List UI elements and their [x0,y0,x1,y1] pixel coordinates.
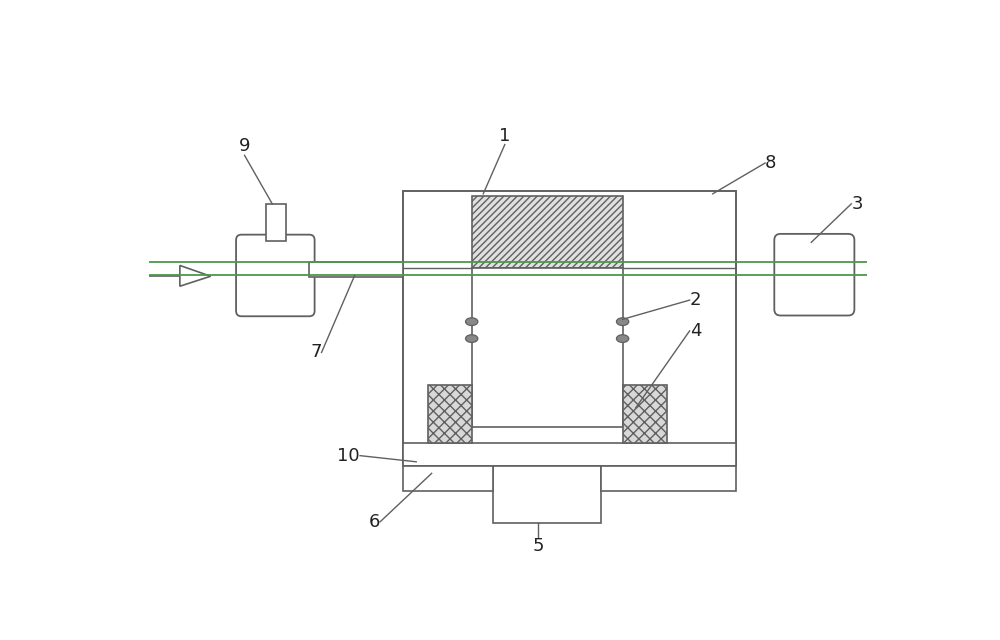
Text: 2: 2 [690,291,701,309]
Text: 5: 5 [532,537,544,556]
Text: 10: 10 [337,447,360,465]
Bar [266,204,286,241]
FancyBboxPatch shape [236,235,315,316]
Bar [493,466,601,524]
Polygon shape [180,266,211,286]
Text: 3: 3 [851,195,863,213]
Bar [601,466,736,491]
Ellipse shape [466,318,478,326]
Bar [403,442,736,466]
Bar [623,385,666,442]
Bar [428,385,472,442]
Text: 9: 9 [239,138,250,156]
Text: 7: 7 [310,344,322,362]
Text: 6: 6 [369,513,380,531]
Bar [309,262,403,277]
Ellipse shape [616,335,629,342]
Bar [403,191,736,464]
Bar [403,466,493,491]
Bar [472,196,623,268]
Bar [472,268,623,427]
Ellipse shape [616,318,629,326]
Text: 8: 8 [765,154,776,172]
Ellipse shape [466,335,478,342]
Text: 1: 1 [499,127,510,145]
Text: 4: 4 [690,322,701,340]
FancyBboxPatch shape [774,234,854,316]
